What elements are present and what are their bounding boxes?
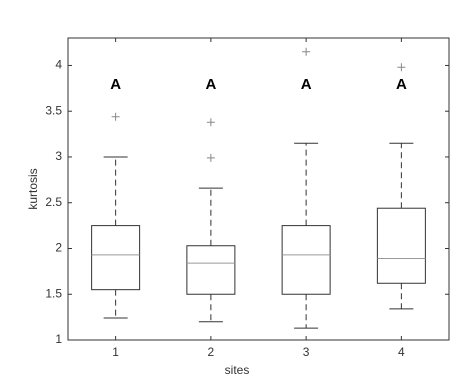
annotation: A: [301, 76, 312, 93]
y-axis-label: kurtosis: [26, 168, 40, 209]
x-axis-label: sites: [225, 363, 250, 377]
outlier: [206, 118, 215, 127]
x-tick-label: 2: [208, 345, 215, 359]
y-tick-label: 2: [55, 241, 62, 255]
x-tick-label: 3: [303, 345, 310, 359]
box: [91, 225, 141, 291]
annotation: A: [110, 76, 121, 93]
plot-frame: [67, 37, 450, 341]
x-tick-label: 1: [112, 345, 119, 359]
x-tick-label: 4: [398, 345, 405, 359]
outlier: [206, 153, 215, 162]
outlier: [397, 63, 406, 72]
y-tick-label: 3: [55, 149, 62, 163]
box: [281, 225, 331, 295]
y-tick-label: 1.5: [45, 286, 62, 300]
annotation: A: [396, 76, 407, 93]
outlier: [302, 47, 311, 56]
annotation: A: [205, 76, 216, 93]
y-tick-label: 1: [55, 332, 62, 346]
outlier: [111, 112, 120, 121]
y-tick-label: 2.5: [45, 195, 62, 209]
y-tick-label: 4: [55, 58, 62, 72]
y-tick-label: 3.5: [45, 103, 62, 117]
box: [186, 245, 236, 295]
box: [376, 207, 426, 284]
